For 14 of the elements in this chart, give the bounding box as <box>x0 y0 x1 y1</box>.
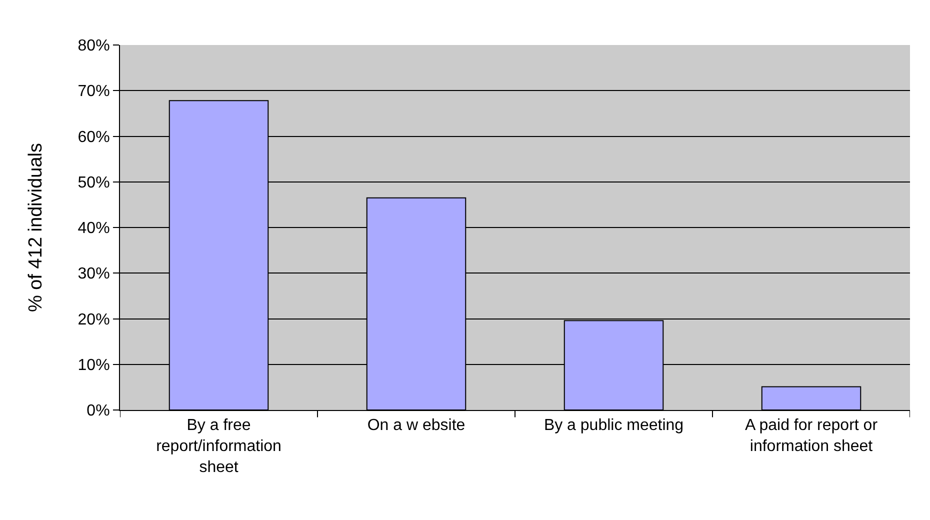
y-tick-label: 80% <box>78 38 110 55</box>
y-axis-title: % of 412 individuals <box>26 143 47 312</box>
y-tick-label: 70% <box>78 83 110 100</box>
y-tick-label: 30% <box>78 266 110 283</box>
y-tick-label: 20% <box>78 311 110 328</box>
y-tick-label: 50% <box>78 174 110 192</box>
y-tick-label: 40% <box>78 220 110 238</box>
y-tick-label: 0% <box>86 402 110 420</box>
x-tick-label: By a public meeting <box>544 417 684 434</box>
x-tick-label: A paid for report or information sheet <box>744 417 878 455</box>
x-tick-label: On a w ebsite <box>367 417 466 434</box>
y-tick-label: 60% <box>78 128 110 146</box>
x-tick-label: By a free report/information sheet <box>156 417 282 476</box>
y-tick-label: 10% <box>78 356 110 374</box>
